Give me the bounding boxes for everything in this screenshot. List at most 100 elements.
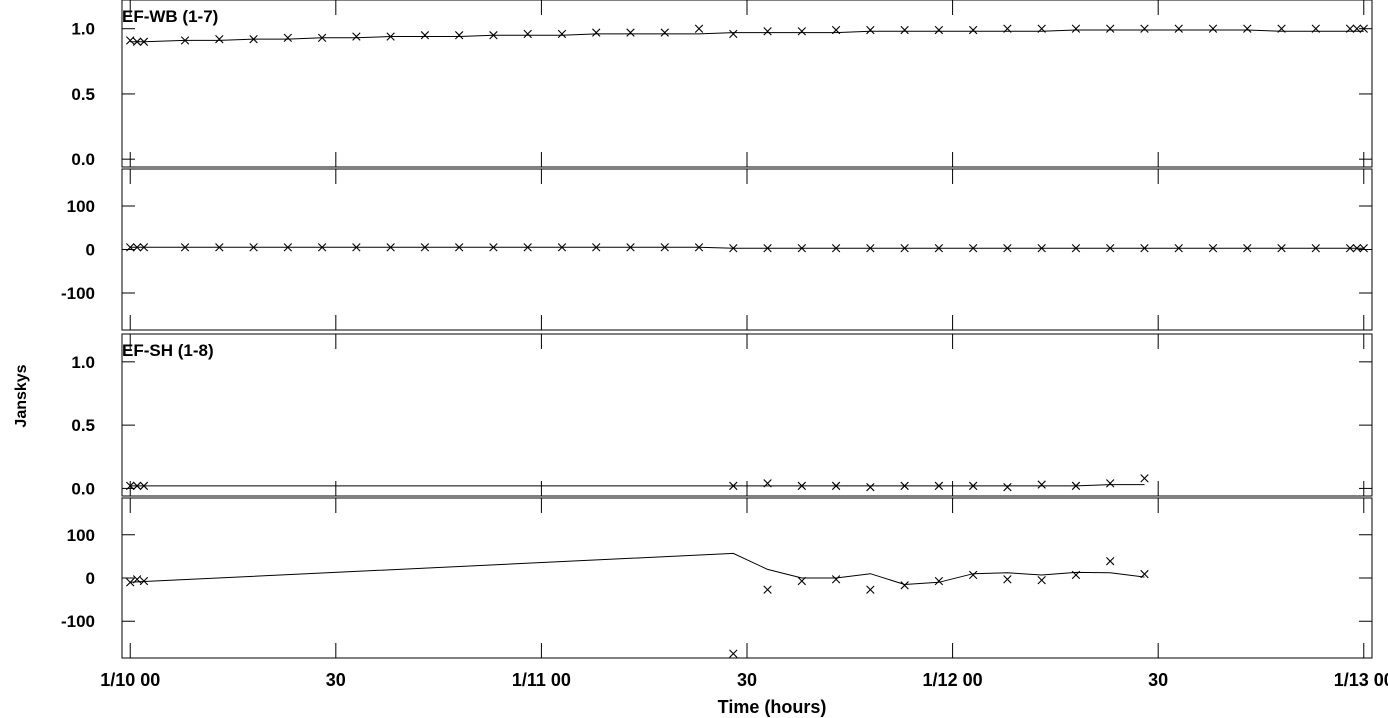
data-point	[900, 25, 909, 35]
y-tick-label: 0.0	[71, 479, 95, 498]
data-point	[1208, 24, 1218, 33]
data-point	[1243, 244, 1252, 253]
data-point	[1071, 24, 1081, 33]
data-point	[797, 244, 807, 253]
data-point	[352, 243, 361, 252]
data-point	[1003, 482, 1012, 492]
y-tick-label: 0	[86, 241, 95, 260]
y-axis-label: Janskys	[13, 364, 30, 427]
data-point	[831, 25, 841, 35]
data-point	[454, 31, 464, 40]
y-tick-label: 0.0	[71, 150, 95, 169]
x-tick-label: 30	[737, 670, 757, 690]
data-point	[420, 31, 430, 40]
data-point	[283, 33, 293, 43]
data-point	[180, 36, 190, 45]
data-point	[557, 29, 567, 39]
data-point	[660, 28, 669, 37]
data-point	[523, 243, 532, 252]
data-point	[1106, 24, 1115, 33]
data-point	[317, 243, 327, 252]
y-tick-label: 0	[86, 569, 95, 588]
data-point	[317, 33, 327, 43]
data-point	[386, 32, 395, 41]
x-tick-label: 1/13 00	[1334, 670, 1388, 690]
data-point	[139, 576, 149, 586]
data-point	[866, 482, 875, 492]
data-point	[1345, 24, 1355, 33]
data-point	[126, 36, 135, 45]
data-point	[1003, 575, 1012, 584]
data-point	[968, 244, 978, 253]
data-point	[592, 243, 601, 252]
data-point	[139, 37, 149, 46]
baseline-title: EF-SH (1-8)	[122, 341, 214, 360]
data-point	[1277, 24, 1286, 33]
x-tick-label: 30	[326, 670, 346, 690]
data-point	[797, 27, 807, 36]
data-point	[126, 578, 135, 587]
data-point	[1106, 556, 1115, 566]
y-tick-label: 0.5	[71, 85, 95, 104]
data-point	[1174, 24, 1183, 33]
data-point	[592, 28, 601, 37]
data-point	[249, 243, 258, 252]
data-point	[626, 243, 635, 252]
data-point	[729, 29, 738, 39]
data-point	[523, 29, 532, 39]
data-point	[1140, 244, 1149, 253]
y-tick-label: 1.0	[71, 20, 95, 39]
data-point	[763, 244, 772, 253]
data-point	[1106, 479, 1115, 488]
panel-frame	[121, 333, 1373, 497]
data-point	[934, 481, 944, 491]
data-point	[1071, 244, 1081, 253]
model-line	[130, 246, 1364, 249]
data-point	[934, 25, 944, 35]
baseline-title: EF-WB (1-7)	[122, 7, 218, 26]
data-point	[132, 37, 142, 46]
data-point	[729, 244, 738, 253]
panel-frame	[121, 497, 1373, 659]
data-point	[1003, 24, 1012, 33]
data-point	[249, 34, 258, 44]
data-point	[866, 585, 875, 594]
y-tick-label: 100	[67, 197, 95, 216]
data-point	[763, 585, 772, 594]
data-point	[180, 243, 190, 252]
data-point	[1243, 24, 1252, 33]
data-point	[1140, 24, 1149, 33]
data-point	[1037, 480, 1046, 489]
data-point	[1352, 24, 1362, 33]
data-point	[215, 243, 224, 252]
data-point	[763, 479, 772, 488]
y-tick-label: 1.0	[71, 353, 95, 372]
data-point	[797, 576, 807, 586]
data-point	[1003, 244, 1012, 253]
data-point	[126, 243, 135, 252]
data-point	[557, 243, 567, 252]
y-tick-label: 0.5	[71, 416, 95, 435]
data-point	[831, 575, 841, 584]
data-point	[1359, 244, 1368, 253]
data-point	[797, 481, 807, 491]
data-point	[934, 576, 944, 586]
data-point	[1106, 244, 1115, 253]
y-tick-label: 100	[67, 526, 95, 545]
data-point	[1359, 24, 1368, 33]
data-point	[1037, 24, 1046, 33]
x-tick-label: 1/10 00	[100, 670, 160, 690]
data-point	[694, 24, 704, 33]
data-point	[729, 481, 738, 491]
data-point	[626, 28, 635, 37]
data-point	[283, 243, 293, 252]
data-point	[968, 25, 978, 35]
data-point	[420, 243, 430, 252]
data-point	[126, 481, 135, 491]
x-tick-label: 1/11 00	[512, 670, 571, 690]
y-tick-label: -100	[61, 284, 95, 303]
data-point	[1311, 244, 1320, 253]
data-point	[694, 243, 704, 252]
data-point	[1071, 570, 1081, 580]
